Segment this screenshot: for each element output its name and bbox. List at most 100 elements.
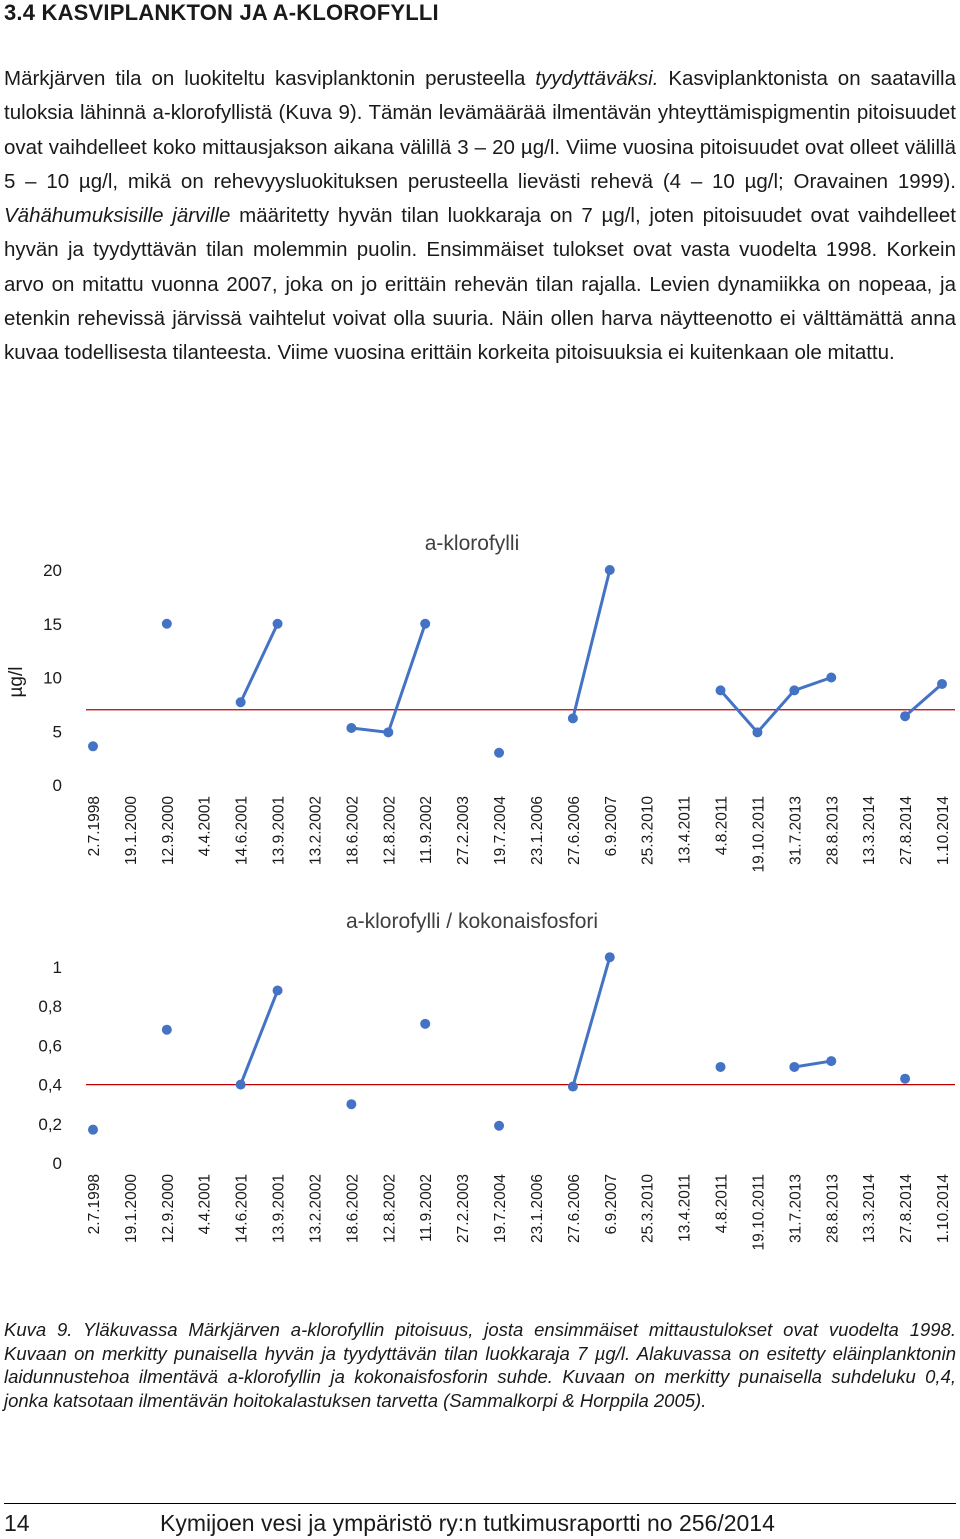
x-tick-label: 27.6.2006 [566,796,583,865]
x-tick-label: 1.10.2014 [935,1174,952,1243]
data-point [937,678,947,689]
y-tick-label: 0 [53,776,62,795]
x-tick-label: 12.9.2000 [160,1174,177,1243]
footer-title: Kymijoen vesi ja ympäristö ry:n tutkimus… [160,1510,775,1536]
x-tick-label: 31.7.2013 [787,1174,804,1243]
y-tick-label: 20 [43,561,62,580]
x-tick-label: 27.6.2006 [566,1174,583,1243]
y-tick-label: 1 [53,958,62,977]
data-point [346,1099,357,1110]
data-point [494,1120,505,1131]
x-tick-label: 13.9.2001 [271,1174,288,1243]
y-tick-label: 0 [53,1154,62,1173]
series-segment [386,623,427,733]
x-tick-label: 14.6.2001 [234,796,251,865]
data-point [88,741,98,752]
data-point [88,1124,98,1135]
data-point [567,713,578,724]
x-tick-label: 18.6.2002 [344,1174,361,1243]
data-point [900,711,911,722]
data-point [715,685,726,696]
x-tick-label: 4.8.2011 [714,1174,731,1233]
x-tick-label: 13.9.2001 [271,796,288,865]
x-tick-label: 25.3.2010 [640,796,657,865]
y-tick-label: 0,4 [38,1076,62,1095]
x-tick-label: 12.8.2002 [381,796,398,865]
data-point [272,618,283,629]
x-tick-label: 27.2.2003 [455,796,472,865]
data-point [567,1081,578,1092]
x-tick-label: 4.4.2001 [197,796,214,856]
body-text-1: Märkjärven tila on luokiteltu kasviplank… [4,67,536,90]
data-point [789,685,800,696]
data-point [494,747,505,758]
data-point [789,1061,800,1072]
y-tick-label: 0,2 [38,1115,62,1134]
x-tick-label: 19.10.2011 [750,1174,767,1250]
x-tick-label: 13.4.2011 [677,796,694,864]
chart-title: a-klorofylli [425,532,520,555]
series-segment [571,956,612,1087]
x-tick-label: 28.8.2013 [824,1174,841,1243]
x-tick-label: 6.9.2007 [603,1174,620,1234]
series-segment [351,726,389,734]
body-paragraph: Märkjärven tila on luokiteltu kasviplank… [4,62,956,371]
chlorophyll-phosphorus-ratio-chart: a-klorofylli / kokonaisfosfori 0 0,2 0,4 0,6… [38,910,955,1250]
data-point [420,1018,431,1029]
x-tick-label: 19.1.2000 [123,1174,140,1243]
x-tick-label: 13.2.2002 [307,1174,324,1243]
x-tick-label: 4.4.2001 [197,1174,214,1234]
y-tick-label: 10 [43,669,62,688]
x-tick-label: 4.8.2011 [714,796,731,855]
body-emphasis-1: tyydyttäväksi. [535,67,659,90]
x-tick-label: 19.7.2004 [492,796,509,865]
body-emphasis-2: Vähähumuksisille järville [4,204,231,228]
y-tick-label: 5 [53,722,62,741]
chlorophyll-chart: a-klorofylli µg/l 0 5 10 15 20 2.7.1998 19.1.200… [6,532,955,872]
body-text-2: Kasviplanktonista on saatavilla tuloksia… [4,67,957,193]
data-point [161,1024,172,1035]
x-tick-label: 27.2.2003 [455,1174,472,1243]
x-tick-label: 12.9.2000 [160,796,177,865]
x-tick-label: 25.3.2010 [640,1174,657,1243]
series-segment [794,1059,832,1069]
data-point [826,1056,837,1067]
series-segment [719,689,759,734]
x-tick-label: 11.9.2002 [418,1174,435,1242]
x-tick-label: 6.9.2007 [603,796,620,856]
data-point [235,697,246,708]
figure-caption: Kuva 9. Yläkuvassa Märkjärven a-klorofyl… [4,1319,956,1411]
x-tick-label: 13.3.2014 [861,1174,878,1243]
data-point [604,565,615,575]
data-point [383,727,394,738]
series-segment [571,569,612,719]
x-tick-label: 2.7.1998 [86,796,103,856]
data-point [235,1079,246,1090]
y-axis-label: µg/l [6,666,27,697]
x-tick-label: 19.10.2011 [750,796,767,872]
data-point [604,952,615,963]
series-segment [239,989,279,1086]
data-point [346,723,357,734]
x-tick-label: 13.3.2014 [861,796,878,865]
x-tick-label: 18.6.2002 [344,796,361,865]
section-heading: 3.4 KASVIPLANKTON JA A-KLOROFYLLI [4,0,439,25]
x-tick-label: 13.4.2011 [677,1174,694,1242]
x-tick-label: 1.10.2014 [935,796,952,865]
x-tick-label: 27.8.2014 [898,796,915,865]
y-tick-label: 0,6 [38,1036,62,1055]
x-tick-label: 11.9.2002 [418,796,435,864]
data-point [161,618,172,629]
x-tick-label: 19.1.2000 [123,796,140,865]
y-tick-label: 0,8 [38,997,62,1016]
y-tick-label: 15 [43,615,62,634]
x-tick-label: 23.1.2006 [529,796,546,865]
x-tick-label: 19.7.2004 [492,1174,509,1243]
series-segment [904,682,943,718]
x-tick-label: 28.8.2013 [824,796,841,865]
x-tick-label: 23.1.2006 [529,1174,546,1243]
footer-divider [4,1503,956,1504]
data-point [420,618,431,629]
x-tick-label: 12.8.2002 [381,1174,398,1243]
body-text-3: määritetty hyvän tilan luokkaraja on 7 µ… [4,204,956,365]
